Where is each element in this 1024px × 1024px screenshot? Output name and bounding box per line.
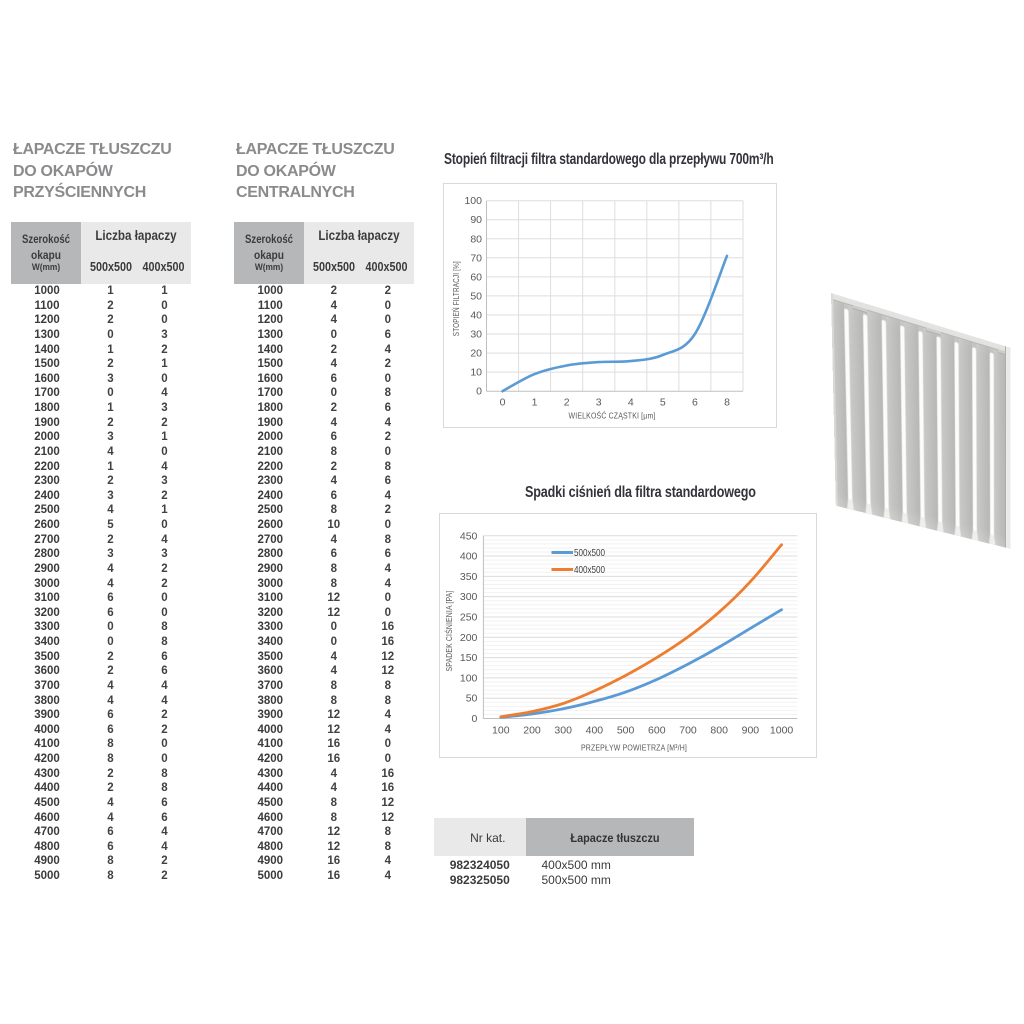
- svg-text:WIELKOŚĆ CZĄSTKI [µm]: WIELKOŚĆ CZĄSTKI [µm]: [569, 410, 656, 421]
- svg-text:400: 400: [586, 724, 604, 736]
- svg-text:80: 80: [470, 233, 482, 245]
- svg-text:6: 6: [692, 397, 698, 409]
- svg-text:70: 70: [470, 252, 482, 264]
- svg-text:900: 900: [742, 724, 760, 736]
- svg-text:100: 100: [464, 195, 482, 207]
- svg-text:40: 40: [470, 310, 482, 322]
- svg-text:100: 100: [492, 724, 510, 736]
- svg-text:0: 0: [472, 713, 478, 725]
- svg-text:60: 60: [470, 271, 482, 283]
- svg-text:0: 0: [476, 386, 482, 398]
- svg-text:4: 4: [628, 397, 634, 409]
- svg-text:300: 300: [460, 591, 478, 603]
- svg-text:10: 10: [470, 367, 482, 379]
- svg-text:500: 500: [617, 724, 635, 736]
- svg-text:3: 3: [596, 397, 602, 409]
- svg-text:200: 200: [523, 724, 541, 736]
- svg-text:300: 300: [554, 724, 572, 736]
- svg-text:5: 5: [660, 397, 666, 409]
- svg-text:30: 30: [470, 329, 482, 341]
- svg-text:100: 100: [460, 672, 478, 684]
- svg-text:500x500: 500x500: [574, 547, 605, 559]
- svg-text:0: 0: [500, 397, 506, 409]
- svg-text:SPADEK CIŚNIENIA [PA]: SPADEK CIŚNIENIA [PA]: [443, 591, 454, 672]
- svg-text:8: 8: [724, 397, 730, 409]
- svg-text:50: 50: [466, 693, 478, 705]
- svg-text:600: 600: [648, 724, 666, 736]
- svg-text:2: 2: [564, 397, 570, 409]
- svg-text:200: 200: [460, 632, 478, 644]
- svg-text:PRZEPŁYW POWIETRZA [M³/H]: PRZEPŁYW POWIETRZA [M³/H]: [581, 743, 687, 753]
- svg-text:700: 700: [679, 724, 697, 736]
- svg-text:450: 450: [460, 530, 478, 542]
- svg-text:50: 50: [470, 290, 482, 302]
- svg-text:800: 800: [710, 724, 728, 736]
- svg-text:150: 150: [460, 652, 478, 664]
- svg-text:STOPIEŃ FILTRACJI [%]: STOPIEŃ FILTRACJI [%]: [451, 261, 461, 336]
- svg-text:90: 90: [470, 214, 482, 226]
- svg-text:350: 350: [460, 571, 478, 583]
- svg-text:1000: 1000: [770, 724, 794, 736]
- svg-text:400: 400: [460, 551, 478, 563]
- svg-text:20: 20: [470, 348, 482, 360]
- svg-text:1: 1: [532, 397, 538, 409]
- svg-text:400x500: 400x500: [574, 564, 605, 576]
- svg-text:250: 250: [460, 612, 478, 624]
